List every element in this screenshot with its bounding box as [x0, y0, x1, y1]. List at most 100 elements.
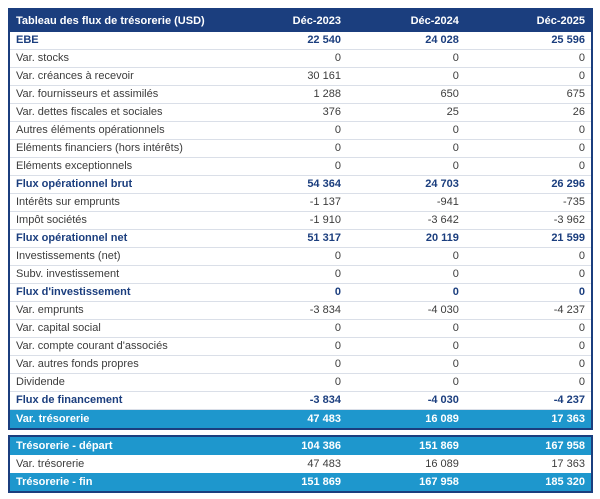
row-label: Trésorerie - départ: [16, 439, 113, 452]
row-value: 0: [452, 160, 459, 172]
row-value: 185 320: [545, 475, 585, 488]
row-label: Subv. investissement: [16, 268, 120, 280]
table-row: Autres éléments opérationnels 0 0 0: [10, 122, 591, 140]
row-value: -3 962: [553, 214, 585, 226]
row-value: 26 296: [551, 178, 585, 190]
row-value: 16 089: [425, 457, 459, 470]
row-value: -4 237: [553, 394, 585, 406]
row-value: -4 030: [427, 304, 459, 316]
table-row: Var. fournisseurs et assimilés 1 288 650 67…: [10, 86, 591, 104]
row-label: Var. trésorerie: [16, 457, 85, 470]
row-value: -941: [436, 196, 459, 208]
row-value: -3 834: [309, 304, 341, 316]
row-value: 0: [334, 142, 341, 154]
table-row: Var. capital social 0 0 0: [10, 320, 591, 338]
row-value: 0: [578, 322, 585, 334]
table-row: EBE 22 540 24 028 25 596: [10, 32, 591, 50]
row-value: 0: [578, 340, 585, 352]
table-row: Var. dettes fiscales et sociales 376 25 26: [10, 104, 591, 122]
row-value: -4 030: [427, 394, 459, 406]
row-value: -735: [562, 196, 585, 208]
row-value: 0: [334, 160, 341, 172]
table-title: Tableau des flux de trésorerie (USD): [16, 14, 205, 27]
row-value: 0: [578, 124, 585, 136]
row-value: 16 089: [425, 412, 459, 425]
row-value: 167 958: [419, 475, 459, 488]
row-value: 675: [566, 88, 585, 100]
row-value: 54 364: [307, 178, 341, 190]
row-label: Dividende: [16, 376, 65, 388]
row-label: Eléments exceptionnels: [16, 160, 133, 172]
row-value: 1 288: [313, 88, 341, 100]
row-value: -3 834: [309, 394, 341, 406]
row-value: 17 363: [551, 412, 585, 425]
row-value: 0: [452, 322, 459, 334]
row-label: Flux opérationnel net: [16, 232, 128, 244]
row-value: 17 363: [551, 457, 585, 470]
column-header-dec-2024: Déc-2024: [410, 14, 459, 27]
row-value: 0: [452, 124, 459, 136]
row-label: Var. dettes fiscales et sociales: [16, 106, 163, 118]
row-label: Var. capital social: [16, 322, 101, 334]
row-label: Var. compte courant d'associés: [16, 340, 168, 352]
row-value: 0: [578, 376, 585, 388]
row-value: 0: [334, 268, 341, 280]
row-label: Autres éléments opérationnels: [16, 124, 165, 136]
row-value: 167 958: [545, 439, 585, 452]
column-header-dec-2023: Déc-2023: [292, 14, 341, 27]
row-value: 0: [578, 70, 585, 82]
cash-flow-main-section: Tableau des flux de trésorerie (USD) Déc…: [8, 8, 593, 430]
row-label: Impôt sociétés: [16, 214, 87, 226]
table-row: Dividende 0 0 0: [10, 374, 591, 392]
row-value: 376: [322, 106, 341, 118]
row-value: 0: [452, 268, 459, 280]
table-row: Trésorerie - départ 104 386 151 869 167 958: [10, 437, 591, 455]
row-value: 0: [334, 376, 341, 388]
table-row: Subv. investissement 0 0 0: [10, 266, 591, 284]
row-label: Flux opérationnel brut: [16, 178, 133, 190]
row-value: 0: [578, 142, 585, 154]
row-value: 0: [452, 70, 459, 82]
table-row: Eléments financiers (hors intérêts) 0 0 0: [10, 140, 591, 158]
table-row: Trésorerie - fin 151 869 167 958 185 320: [10, 473, 591, 491]
summary-body: Trésorerie - départ 104 386 151 869 167 958…: [10, 437, 591, 491]
row-value: 104 386: [301, 439, 341, 452]
table-body: EBE 22 540 24 028 25 596 Var. stocks 0 0 0 Var. …: [10, 32, 591, 428]
column-header-dec-2025: Déc-2025: [536, 14, 585, 27]
table-row: Var. autres fonds propres 0 0 0: [10, 356, 591, 374]
row-label: Intérêts sur emprunts: [16, 196, 120, 208]
table-row: Var. emprunts -3 834 -4 030 -4 237: [10, 302, 591, 320]
row-value: -1 910: [309, 214, 341, 226]
row-label: Flux de financement: [16, 394, 123, 406]
table-row: Var. trésorerie 47 483 16 089 17 363: [10, 455, 591, 473]
table-row: Flux opérationnel brut 54 364 24 703 26 296: [10, 176, 591, 194]
table-row: Investissements (net) 0 0 0: [10, 248, 591, 266]
row-value: -3 642: [427, 214, 459, 226]
row-value: 0: [334, 286, 341, 298]
row-value: 24 703: [425, 178, 459, 190]
row-label: Investissements (net): [16, 250, 121, 262]
row-label: Var. fournisseurs et assimilés: [16, 88, 159, 100]
row-value: 0: [452, 250, 459, 262]
row-value: 47 483: [307, 457, 341, 470]
row-value: 22 540: [307, 34, 341, 46]
row-value: 24 028: [425, 34, 459, 46]
row-value: 51 317: [307, 232, 341, 244]
table-row: Var. compte courant d'associés 0 0 0: [10, 338, 591, 356]
row-value: -1 137: [309, 196, 341, 208]
row-value: 30 161: [307, 70, 341, 82]
section-divider: [8, 430, 593, 435]
row-value: 47 483: [307, 412, 341, 425]
row-value: 0: [578, 286, 585, 298]
row-value: 25 596: [551, 34, 585, 46]
row-value: 151 869: [301, 475, 341, 488]
row-value: 0: [452, 286, 459, 298]
row-value: 26: [572, 106, 585, 118]
row-value: 0: [578, 52, 585, 64]
row-value: 0: [452, 376, 459, 388]
row-value: 0: [452, 142, 459, 154]
row-value: 0: [452, 52, 459, 64]
row-label: Var. stocks: [16, 52, 69, 64]
row-label: Flux d'investissement: [16, 286, 131, 298]
table-row: Impôt sociétés -1 910 -3 642 -3 962: [10, 212, 591, 230]
